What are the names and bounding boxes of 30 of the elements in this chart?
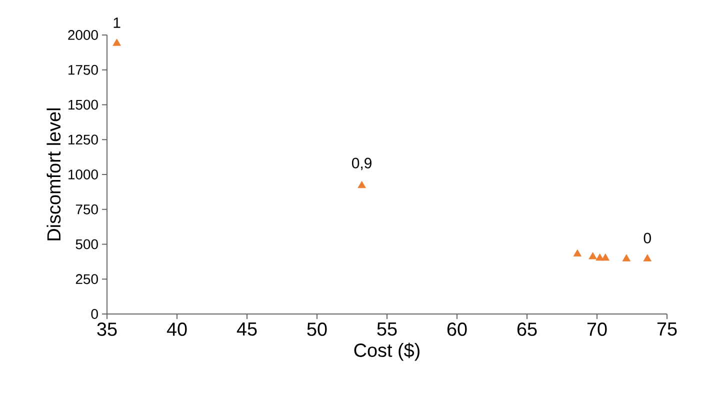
x-axis-title: Cost ($) [354, 342, 420, 361]
y-axis-title: Discomfort level [46, 108, 61, 240]
point [643, 254, 652, 262]
x-tick-label: 40 [166, 322, 187, 336]
y-tick-label: 1250 [68, 134, 98, 145]
point [601, 254, 610, 261]
y-tick-label: 500 [76, 239, 98, 250]
y-tick-label: 1000 [68, 170, 98, 180]
x-tick-label: 35 [97, 322, 117, 336]
point [358, 180, 366, 188]
y-tick-label: 750 [76, 204, 98, 214]
point [622, 254, 630, 262]
y-tick-label: 1500 [68, 100, 98, 110]
annotation: 1 [114, 18, 120, 28]
point [588, 252, 597, 260]
x-tick-label: 70 [587, 322, 607, 336]
y-tick-label: 0 [91, 309, 98, 319]
x-tick-label: 50 [307, 322, 327, 336]
annotation: 0 [644, 232, 651, 244]
x-tick-label: 55 [377, 322, 397, 336]
y-tick-label: 1750 [68, 64, 98, 75]
x-tick-label: 75 [657, 322, 677, 336]
x-tick-label: 60 [447, 322, 467, 336]
annotation: 0,9 [352, 158, 372, 170]
y-tick-label: 2000 [68, 30, 98, 40]
y-tick-label: 250 [76, 274, 98, 284]
x-tick-label: 45 [236, 322, 257, 336]
x-tick-label: 65 [517, 322, 537, 336]
point [573, 249, 582, 256]
point [112, 38, 121, 46]
